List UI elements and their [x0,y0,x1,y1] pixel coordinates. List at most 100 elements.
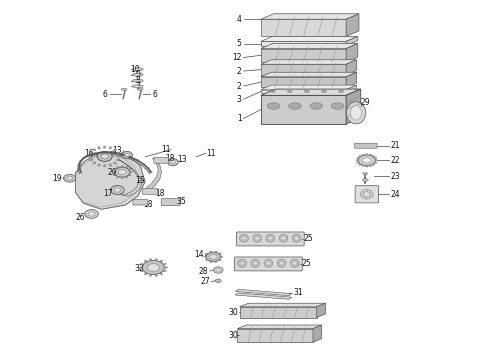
Text: 6: 6 [152,90,157,99]
Ellipse shape [132,68,143,71]
Ellipse shape [253,234,262,242]
Ellipse shape [277,259,286,267]
Ellipse shape [128,168,131,170]
Ellipse shape [366,191,368,192]
Ellipse shape [164,270,166,272]
Polygon shape [261,64,346,75]
Polygon shape [346,44,358,62]
Ellipse shape [363,195,365,197]
Text: 9: 9 [135,70,140,79]
Ellipse shape [103,165,106,167]
Ellipse shape [121,177,123,179]
Ellipse shape [88,156,92,157]
Ellipse shape [210,251,212,252]
Polygon shape [261,14,359,19]
Text: 30: 30 [228,308,238,317]
Ellipse shape [375,159,378,161]
Ellipse shape [294,237,298,240]
Ellipse shape [117,152,120,154]
Polygon shape [261,85,357,90]
Ellipse shape [359,156,361,157]
Ellipse shape [121,165,123,167]
Polygon shape [346,60,357,75]
Ellipse shape [145,273,147,275]
Text: 14: 14 [194,250,203,259]
Text: 4: 4 [237,15,242,24]
Ellipse shape [141,270,144,272]
Ellipse shape [64,174,75,182]
Ellipse shape [155,258,157,261]
Ellipse shape [143,260,164,275]
Polygon shape [261,89,361,95]
Ellipse shape [366,197,368,198]
Ellipse shape [366,166,368,167]
Ellipse shape [346,102,366,124]
Polygon shape [346,72,357,87]
Ellipse shape [357,157,359,159]
Ellipse shape [339,90,343,93]
Ellipse shape [147,264,159,271]
Text: 25: 25 [303,234,313,243]
Ellipse shape [372,164,375,165]
Polygon shape [261,95,346,124]
Ellipse shape [362,194,364,195]
Ellipse shape [357,162,359,163]
Polygon shape [261,36,358,41]
Ellipse shape [267,103,280,109]
Ellipse shape [270,90,275,93]
FancyBboxPatch shape [133,199,147,205]
Polygon shape [118,159,142,196]
Ellipse shape [113,168,116,170]
Ellipse shape [267,261,270,265]
Ellipse shape [289,103,301,109]
Ellipse shape [356,159,358,161]
Polygon shape [261,44,358,49]
FancyBboxPatch shape [235,257,302,271]
Ellipse shape [85,210,98,219]
Ellipse shape [264,259,273,267]
Text: 3: 3 [237,95,242,104]
Text: 12: 12 [232,53,242,62]
Ellipse shape [118,170,126,175]
Ellipse shape [135,86,140,87]
Polygon shape [261,49,346,62]
Ellipse shape [114,188,121,192]
Ellipse shape [149,274,151,276]
Ellipse shape [132,73,143,76]
Ellipse shape [363,179,368,181]
Polygon shape [235,289,292,296]
Ellipse shape [137,88,143,90]
Polygon shape [240,307,317,318]
Text: 8: 8 [136,76,140,85]
Ellipse shape [255,237,259,240]
Ellipse shape [171,161,175,164]
Ellipse shape [366,154,368,155]
Polygon shape [261,19,346,36]
Text: 19: 19 [52,174,62,183]
Text: 7: 7 [135,82,140,91]
Polygon shape [313,325,322,342]
Text: 2: 2 [237,67,242,76]
FancyBboxPatch shape [143,189,157,194]
Ellipse shape [216,269,220,271]
Polygon shape [261,60,357,64]
Ellipse shape [280,261,284,265]
Text: 25: 25 [301,260,311,269]
Ellipse shape [369,165,372,167]
Text: 28: 28 [199,267,208,276]
Polygon shape [238,325,322,329]
Ellipse shape [122,152,132,158]
Ellipse shape [362,165,364,167]
Text: 29: 29 [361,98,370,107]
Ellipse shape [93,162,96,164]
Text: 16: 16 [84,149,94,158]
Text: 17: 17 [103,189,113,198]
Ellipse shape [115,167,130,177]
Text: 11: 11 [161,145,171,154]
Ellipse shape [288,90,292,93]
Ellipse shape [160,260,163,262]
Ellipse shape [98,147,100,149]
Polygon shape [240,303,325,307]
Ellipse shape [113,174,116,176]
Polygon shape [346,89,361,124]
